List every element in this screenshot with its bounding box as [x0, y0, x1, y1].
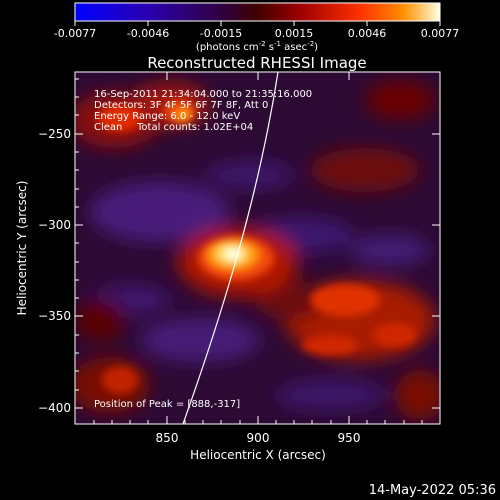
colorbar-tick-label: 0.0015 — [275, 27, 314, 40]
x-tick-label: 900 — [247, 431, 270, 445]
y-tick-label: −400 — [38, 401, 71, 415]
x-tick-label: 950 — [338, 431, 361, 445]
plot-title: Reconstructed RHESSI Image — [147, 54, 366, 72]
x-axis-label: Heliocentric X (arcsec) — [190, 448, 326, 462]
rhessi-image — [75, 72, 440, 424]
y-axis-label: Heliocentric Y (arcsec) — [15, 181, 29, 316]
colorbar-tick-label: 0.0077 — [421, 27, 460, 40]
colorbar: -0.0077 -0.0046 -0.0015 0.0015 0.0046 0.… — [54, 2, 460, 53]
colorbar-tick-label: -0.0077 — [54, 27, 96, 40]
x-tick-label: 850 — [156, 431, 179, 445]
solar-limb-arc — [182, 72, 279, 424]
clean-text: Clean — [94, 122, 122, 133]
y-tick-label: −300 — [38, 218, 71, 232]
colorbar-gradient — [74, 2, 441, 22]
detectors-text: Detectors: 3F 4F 5F 6F 7F 8F, Att 0 — [94, 100, 268, 111]
y-tick-label: −350 — [38, 309, 71, 323]
timestamp: 14-May-2022 05:36 — [369, 483, 496, 498]
total-counts-text: Total counts: 1.02E+04 — [136, 122, 253, 133]
colorbar-tick-label: -0.0015 — [200, 27, 242, 40]
y-axis-ticks — [75, 78, 440, 409]
time-range-text: 16-Sep-2011 21:34:04.000 to 21:35:16.000 — [94, 89, 312, 100]
peak-position-text: Position of Peak = [888,-317] — [94, 399, 240, 410]
y-tick-label: −250 — [38, 127, 71, 141]
x-axis-ticks — [93, 72, 423, 424]
colorbar-unit-label: (photons cm-2 s-1 asec-2) — [196, 40, 318, 53]
colorbar-tick-label: -0.0046 — [127, 27, 169, 40]
colorbar-tick-label: 0.0046 — [348, 27, 387, 40]
energy-range-text: Energy Range: 6.0 - 12.0 keV — [94, 111, 240, 122]
